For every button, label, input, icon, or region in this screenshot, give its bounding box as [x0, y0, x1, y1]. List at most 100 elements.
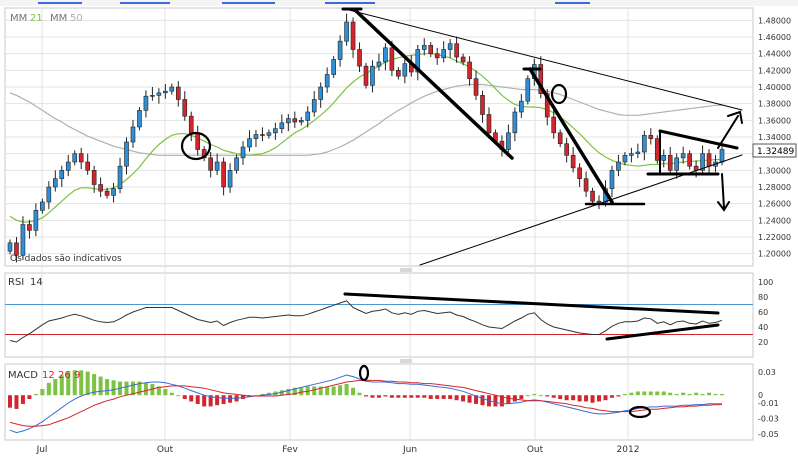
candle-body	[305, 111, 311, 121]
ma-legend-label-2: MM	[50, 13, 67, 24]
macd-histogram-bar	[409, 395, 414, 398]
macd-histogram-bar	[260, 393, 265, 396]
macd-histogram-bar	[571, 395, 576, 401]
macd-histogram-bar	[79, 370, 84, 396]
macd-tick-label: -0.05	[758, 430, 779, 439]
macd-legend-slow: 26	[58, 370, 71, 381]
macd-histogram-bar	[7, 395, 13, 408]
panel-resize-handle[interactable]	[400, 268, 412, 272]
macd-histogram-bar	[422, 395, 427, 398]
candle-body	[318, 86, 323, 100]
macd-histogram-bar	[357, 392, 362, 396]
candle-body	[98, 184, 103, 192]
x-axis-label: Out	[157, 445, 174, 455]
price-tick-label: 1.26000	[758, 200, 791, 209]
candle-body	[33, 210, 39, 231]
macd-histogram-bar	[46, 382, 51, 396]
candle-body	[46, 186, 52, 203]
candle-body	[376, 61, 382, 67]
macd-histogram-bar	[622, 393, 627, 396]
macd-histogram-bar	[590, 395, 595, 403]
candle-body	[441, 49, 446, 59]
macd-histogram-bar	[584, 395, 589, 402]
breakout-up-arrow	[717, 110, 743, 149]
candle-body	[150, 95, 155, 97]
toolbar-strip	[0, 0, 798, 6]
candle-body	[667, 155, 673, 171]
price-tick-label: 1.44000	[758, 50, 791, 59]
candle-body	[324, 74, 330, 88]
macd-histogram-bar	[202, 395, 207, 407]
annotation-circle-2	[550, 83, 568, 105]
candle-body	[221, 161, 226, 188]
annotations	[180, 7, 743, 419]
candle-body	[551, 116, 557, 134]
candle-body	[169, 86, 175, 92]
price-tick-label: 1.30000	[758, 166, 791, 175]
macd-histogram-bar	[150, 384, 155, 396]
macd-histogram-bar	[72, 370, 77, 396]
candle-body	[577, 167, 582, 179]
macd-histogram-bar	[506, 395, 511, 404]
candle-body	[27, 224, 32, 231]
candle-body	[421, 45, 427, 50]
rsi-tick-label: 80	[758, 293, 768, 302]
rsi-resistance-line	[343, 292, 720, 315]
candle-body	[273, 128, 278, 134]
candle-body	[661, 155, 667, 161]
candle-body	[706, 153, 712, 167]
candle-body	[396, 70, 401, 77]
rsi-legend-period: 14	[30, 277, 43, 288]
candle-body	[583, 178, 589, 192]
macd-histogram-bar	[694, 392, 699, 396]
macd-tick-label: 0	[758, 391, 763, 400]
candle-body	[331, 59, 336, 75]
macd-histogram-bar	[629, 392, 634, 396]
macd-histogram-bar	[441, 395, 446, 399]
macd-histogram-bar	[98, 376, 103, 396]
macd-histogram-bar	[40, 389, 45, 396]
macd-histogram-bar	[700, 393, 705, 396]
macd-histogram-bar	[370, 395, 375, 398]
macd-histogram-bar	[376, 395, 381, 398]
macd-histogram-bar	[338, 385, 343, 396]
panel-resize-handle[interactable]	[400, 359, 412, 363]
macd-histogram-bar	[20, 395, 25, 404]
macd-histogram-bar	[713, 393, 718, 396]
price-tick-label: 1.36000	[758, 116, 791, 125]
macd-histogram-bar	[499, 395, 504, 407]
macd-histogram-bar	[648, 391, 653, 396]
macd-histogram-bar	[66, 371, 71, 396]
candle-body	[59, 170, 65, 179]
candle-body	[674, 157, 679, 171]
macd-histogram-bar	[396, 395, 401, 398]
macd-histogram-bar	[331, 386, 336, 396]
candle-body	[279, 122, 285, 129]
macd-histogram-bar	[402, 395, 407, 398]
macd-histogram-bar	[215, 395, 220, 406]
macd-histogram-bar	[130, 381, 135, 396]
candle-body	[557, 132, 563, 144]
trendline-drop-2	[528, 67, 614, 204]
macd-histogram-bar	[525, 395, 530, 397]
macd-legend-label: MACD	[8, 370, 38, 381]
price-tick-label: 1.20000	[758, 250, 791, 259]
last-price-value: 1.32489	[757, 147, 794, 157]
candle-body	[137, 110, 142, 128]
macd-histogram-bar	[551, 395, 556, 398]
macd-circle-2	[628, 405, 652, 419]
macd-histogram-bar	[156, 386, 161, 396]
disclaimer-text: Os dados são indicativos	[10, 254, 122, 264]
candle-body	[357, 49, 362, 67]
macd-histogram-bar	[461, 395, 466, 402]
macd-histogram-bar	[351, 387, 356, 396]
candle-body	[648, 135, 654, 139]
candle-body	[286, 118, 291, 124]
macd-histogram-bar	[27, 395, 32, 399]
price-tick-label: 1.24000	[758, 216, 791, 225]
price-tick-label: 1.38000	[758, 100, 791, 109]
macd-histogram-bar	[642, 391, 647, 396]
macd-histogram-bar	[14, 395, 19, 409]
macd-histogram-bar	[182, 395, 187, 399]
candle-body	[40, 201, 45, 211]
